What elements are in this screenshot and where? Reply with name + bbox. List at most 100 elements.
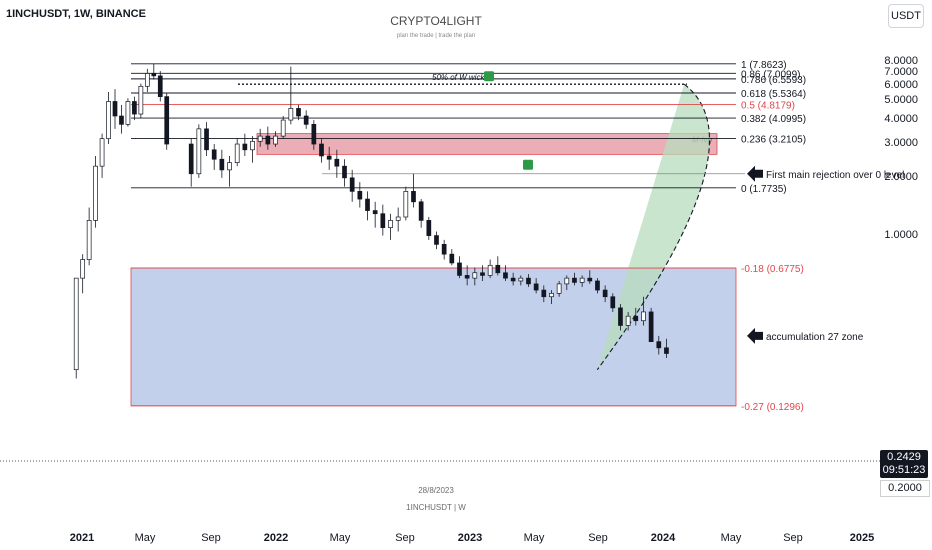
candle-body[interactable] — [342, 165, 347, 179]
candle-body[interactable] — [495, 264, 501, 274]
candle-body[interactable] — [595, 280, 600, 291]
candle-body[interactable] — [219, 158, 225, 171]
candle-body[interactable] — [564, 277, 570, 285]
candle-body[interactable] — [464, 275, 470, 279]
candle-body[interactable] — [472, 272, 478, 279]
candle-body[interactable] — [388, 220, 393, 228]
current-price-badge: 0.2429 09:51:23 — [880, 450, 928, 478]
x-tick-label: 2025 — [849, 532, 875, 544]
candle-body[interactable] — [125, 101, 131, 125]
candle-body[interactable] — [93, 165, 98, 221]
candle-body[interactable] — [395, 216, 401, 221]
candle-body[interactable] — [334, 158, 340, 167]
fvg-zone — [256, 133, 718, 155]
candle-body[interactable] — [403, 191, 409, 218]
candle-body[interactable] — [587, 277, 593, 282]
candle-body[interactable] — [280, 119, 286, 137]
fib-label-5: 0.382 (4.0995) — [741, 114, 806, 125]
candle-body[interactable] — [288, 108, 294, 121]
y-tick-label: 8.0000 — [884, 55, 918, 68]
rejection-check-icon — [523, 159, 533, 170]
candle-body[interactable] — [273, 135, 278, 145]
candle-body[interactable] — [106, 101, 111, 140]
candle-body[interactable] — [86, 220, 92, 260]
candle-body[interactable] — [633, 315, 639, 322]
fib-label-2: 0.786 (6.5593) — [741, 75, 806, 86]
candle-body[interactable] — [257, 135, 263, 142]
candle-body[interactable] — [311, 123, 317, 145]
candle-body[interactable] — [296, 108, 301, 117]
candle-body[interactable] — [602, 289, 608, 298]
candle-body[interactable] — [625, 315, 631, 326]
x-tick-label: Sep — [395, 532, 415, 544]
candle-body[interactable] — [211, 149, 217, 160]
candle-body[interactable] — [618, 307, 623, 326]
candle-body[interactable] — [196, 128, 202, 175]
candle-body[interactable] — [541, 289, 547, 298]
fib-label-3: 0.618 (5.5364) — [741, 89, 806, 100]
candle-body[interactable] — [610, 296, 616, 309]
candle-body[interactable] — [572, 277, 577, 283]
candle-body[interactable] — [80, 259, 86, 279]
candle-body[interactable] — [510, 277, 516, 282]
candle-body[interactable] — [457, 262, 462, 276]
candle-body[interactable] — [157, 75, 163, 97]
watermark-title: CRYPTO4LIGHT — [390, 14, 482, 28]
candle-body[interactable] — [119, 115, 124, 125]
candle-body[interactable] — [487, 264, 493, 276]
candle-body[interactable] — [380, 213, 386, 228]
candle-body[interactable] — [579, 277, 585, 283]
candle-body[interactable] — [319, 143, 324, 157]
candle-body[interactable] — [518, 277, 524, 282]
candle-body[interactable] — [434, 235, 439, 245]
candle-body[interactable] — [188, 143, 194, 175]
candle-body[interactable] — [480, 272, 485, 276]
candle-body[interactable] — [164, 96, 170, 145]
candle-body[interactable] — [549, 292, 554, 298]
candle-body[interactable] — [73, 277, 79, 371]
candle-body[interactable] — [526, 277, 531, 285]
fib-label-9: -0.27 (0.1296) — [741, 402, 804, 413]
candle-body[interactable] — [365, 198, 370, 211]
countdown-timer: 09:51:23 — [882, 464, 926, 476]
symbol-title[interactable]: 1INCHUSDT, 1W, BINANCE — [6, 8, 146, 20]
candle-body[interactable] — [234, 143, 240, 163]
candle-body[interactable] — [641, 311, 646, 322]
candle-body[interactable] — [418, 201, 424, 221]
candle-body[interactable] — [372, 210, 378, 215]
wick-check-icon — [484, 71, 494, 82]
candle-body[interactable] — [250, 140, 255, 151]
candle-body[interactable] — [99, 138, 105, 167]
candle-body[interactable] — [664, 347, 669, 354]
candle-body[interactable] — [426, 220, 432, 236]
candle-body[interactable] — [449, 253, 455, 264]
fib-label-7: 0 (1.7735) — [741, 184, 787, 195]
candle-body[interactable] — [132, 101, 137, 115]
x-tick-label: May — [720, 532, 742, 544]
candle-body[interactable] — [204, 128, 209, 151]
candle-body[interactable] — [151, 73, 157, 77]
candle-body[interactable] — [227, 162, 232, 171]
candle-body[interactable] — [656, 341, 662, 349]
candle-body[interactable] — [503, 272, 508, 279]
candle-body[interactable] — [441, 244, 447, 255]
candle-body[interactable] — [326, 155, 332, 160]
candle-body[interactable] — [556, 283, 562, 294]
candle-body[interactable] — [138, 85, 144, 115]
candle-body[interactable] — [533, 283, 539, 291]
candle-body[interactable] — [411, 191, 416, 203]
candle-body[interactable] — [357, 191, 363, 200]
y-tick-label: 2.0000 — [884, 170, 918, 183]
candle-body[interactable] — [242, 143, 248, 151]
candle-body[interactable] — [303, 115, 309, 125]
candle-body[interactable] — [648, 311, 654, 342]
currency-button[interactable]: USDT — [888, 4, 924, 28]
x-tick-label: Sep — [588, 532, 608, 544]
candle-body[interactable] — [112, 101, 118, 117]
candle-body[interactable] — [144, 73, 150, 87]
x-tick-label: 2022 — [263, 532, 289, 544]
candle-body[interactable] — [265, 135, 271, 145]
candle-body[interactable] — [349, 177, 355, 192]
